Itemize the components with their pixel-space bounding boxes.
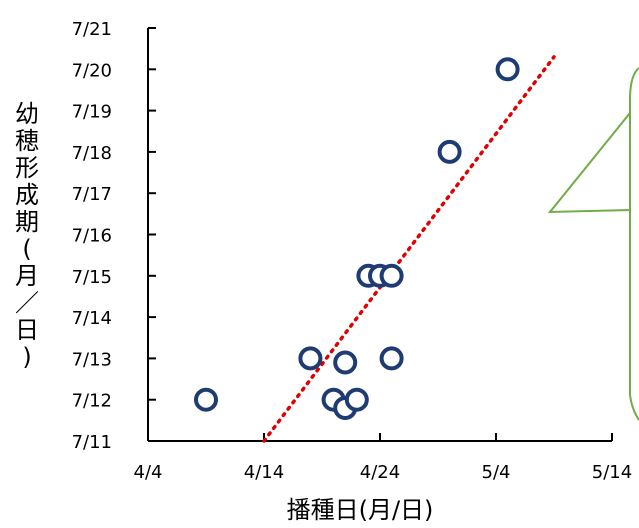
x-tick-label: 4/14 [244,462,284,483]
data-point [379,263,404,288]
data-point [194,387,218,412]
y-tick-label: 7/17 [72,184,112,205]
data-point [379,346,404,371]
y-axis-title-char: 月 [15,262,39,290]
y-tick-label: 7/12 [72,391,112,412]
y-tick-label: 7/16 [72,226,112,247]
x-axis-ticks: 4/4 4/14 4/24 5/4 5/14 [134,433,632,483]
y-axis-title-char: 穂 [15,127,39,155]
y-tick-label: 7/15 [72,267,112,288]
trendline-group [262,55,556,443]
y-tick-label: 7/20 [72,60,112,81]
y-axis-title-char: 幼 [15,100,39,128]
x-tick-label: 5/4 [482,462,511,483]
y-axis-title-char: 成 [15,181,39,209]
x-tick-label: 5/14 [592,462,632,483]
y-axis-title-char: ／ [15,289,39,317]
callout-bubble [547,67,639,421]
y-tick-label: 7/14 [72,308,112,329]
y-axis-title-char: ) [22,343,31,371]
data-point [333,350,358,375]
data-point [437,139,462,164]
x-tick-label: 4/4 [134,462,163,483]
y-tick-label: 7/13 [72,349,112,370]
y-axis-title-char: 期 [15,208,39,236]
y-tick-label: 7/11 [72,432,112,453]
data-points [194,57,520,420]
data-point [344,387,369,412]
y-tick-label: 7/18 [72,143,112,164]
y-axis-ticks: 7/11 7/12 7/13 7/14 7/15 7/16 7/17 7/18 7/19 7/20… [72,19,156,453]
x-axis-title: 播種日(月/日) [287,496,434,524]
y-tick-label: 7/21 [72,19,112,40]
y-axis-title-char: 日 [15,316,39,344]
y-axis-title-char: ( [22,235,31,263]
data-point [298,346,323,371]
y-axis-title-char: 形 [15,154,39,182]
x-tick-label: 4/24 [360,462,400,483]
data-point [495,57,520,82]
y-tick-label: 7/19 [72,102,112,123]
trendline [262,55,556,443]
